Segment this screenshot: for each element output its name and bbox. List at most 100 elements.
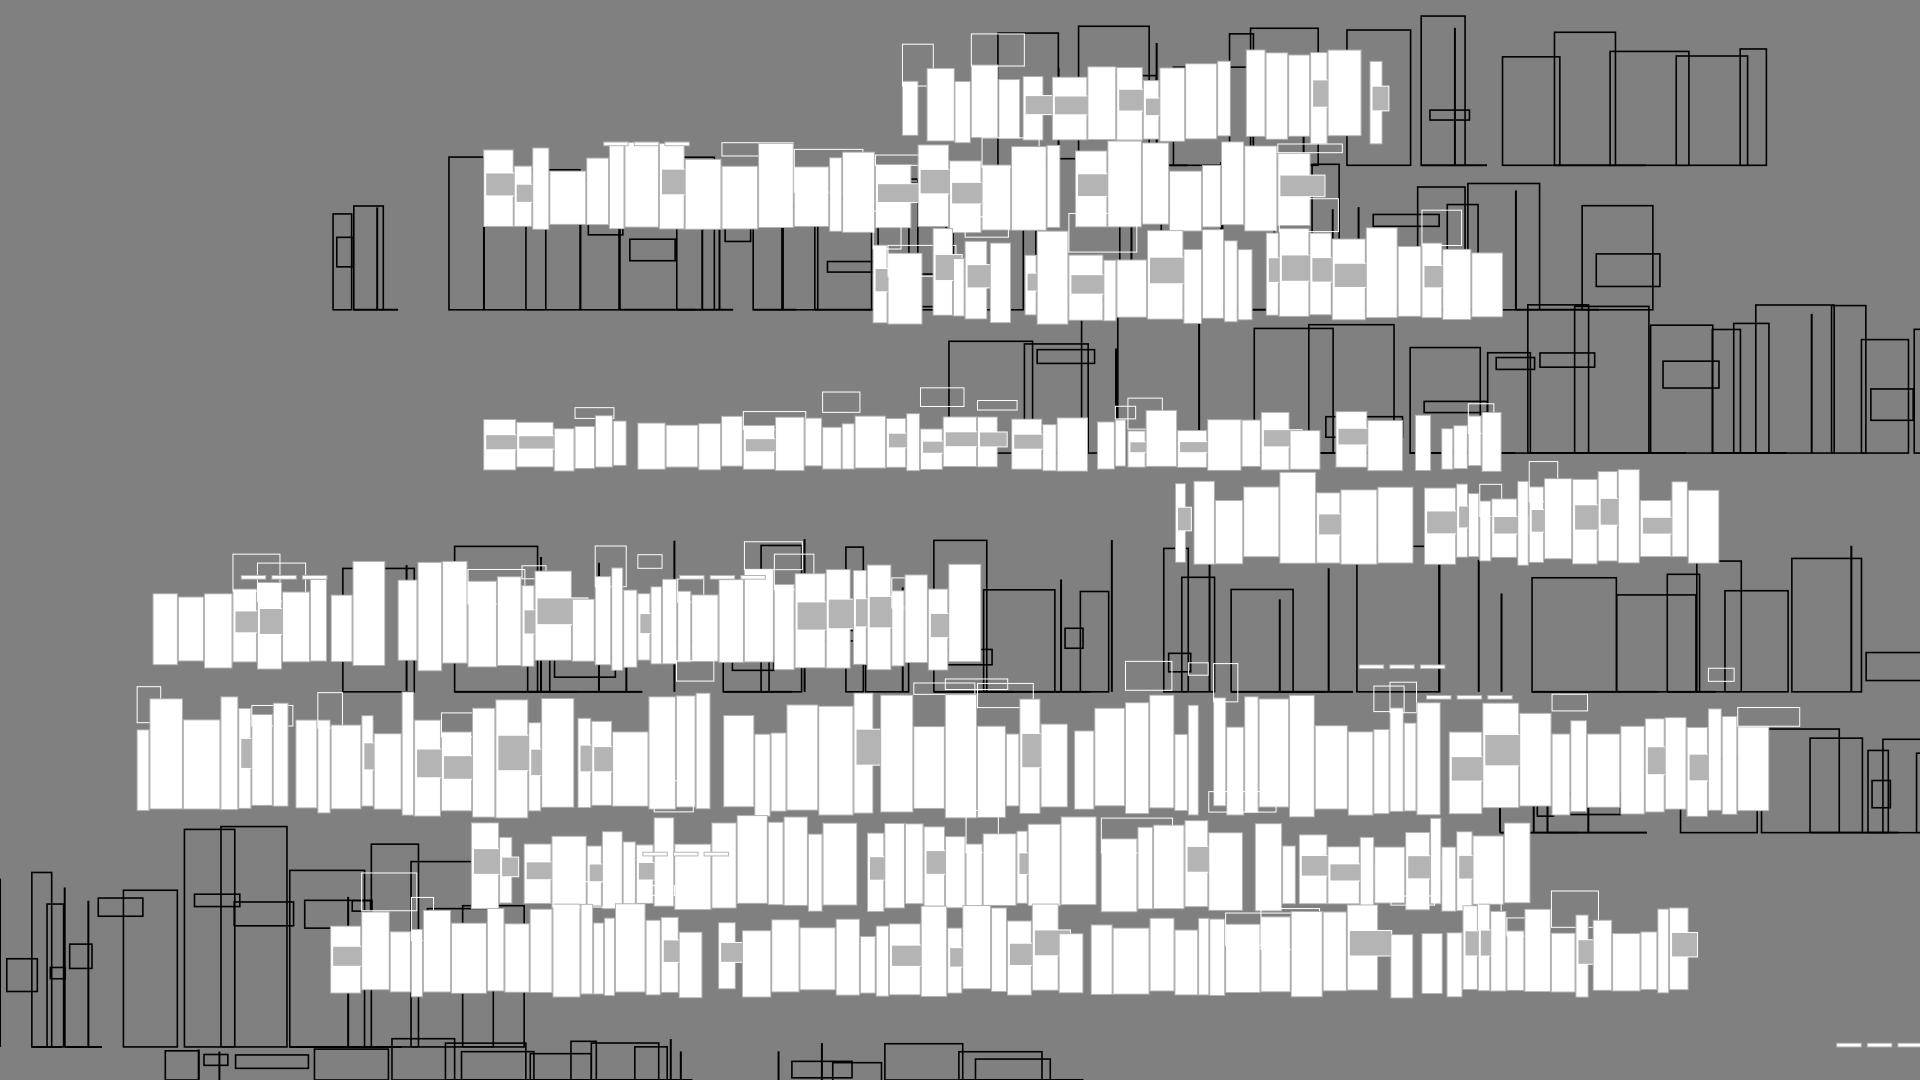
white-bar [373,733,402,810]
white-bar [1174,733,1188,812]
white-bar [1116,259,1148,318]
white-bar [417,561,443,672]
white-bar [1040,723,1068,808]
white-bar [1103,259,1117,322]
white-bar [1327,49,1362,137]
faint-outline [773,553,815,591]
white-bar [623,589,638,668]
faint-outline [574,407,615,419]
white-bar [793,166,830,227]
white-bar [1107,140,1142,228]
white-bar [818,705,854,816]
white-bar [1664,717,1687,810]
white-bar [1149,917,1175,992]
white-bar [944,694,978,819]
white-bar [1617,469,1640,564]
outline-block [1870,388,1914,422]
white-bar [1519,712,1552,807]
white-bar [330,724,362,810]
white-bar [397,579,418,661]
white-bar [822,426,842,470]
white-bar [220,696,239,811]
outline-block [1711,328,1742,454]
outline-block [633,1046,668,1080]
white-bar [835,918,860,996]
dash-mark [1836,1042,1862,1048]
white-bar [1183,248,1203,324]
white-bar [1421,933,1443,994]
white-bar [637,422,666,470]
white-bar [1671,481,1688,558]
white-bar [1721,715,1738,815]
faint-outline [552,881,608,908]
white-bar [1112,927,1150,995]
outline-block [1573,305,1650,454]
outline-block [1423,400,1489,414]
faint-outline [1208,791,1277,813]
white-bar [1265,52,1289,140]
white-bar [1442,248,1472,321]
white-bar [1468,493,1480,558]
white-bar [177,596,204,662]
white-bar [721,415,743,467]
white-bar [1027,823,1061,907]
white-bar [1403,722,1417,812]
dash-mark [679,575,705,580]
white-bar [182,719,221,810]
white-bar [1472,835,1504,905]
white-bar [891,590,905,667]
white-bar [1279,471,1317,564]
white-bar [854,415,886,469]
outline-block [1913,328,1920,454]
outline-block [1760,728,1841,834]
white-bar [1687,489,1720,564]
white-bar [901,80,919,136]
inset-block [855,728,883,766]
outline-block [353,205,385,311]
white-bar [624,141,660,228]
white-bar [698,423,722,471]
white-bar [695,692,711,810]
outline-block [1064,627,1084,650]
outline-block [982,589,1056,693]
white-bar [1322,911,1347,992]
white-bar [1060,816,1097,906]
white-bar [1503,822,1531,904]
white-bar [532,147,550,230]
white-bar [486,907,505,992]
white-bar [691,594,719,662]
white-bar [272,702,289,807]
outline-block [444,1042,527,1080]
white-bar [841,423,855,470]
dash-mark [709,575,736,580]
outline-block [1356,545,1441,693]
white-bar [1074,730,1095,810]
white-bar [549,170,587,225]
outline-block [1739,48,1768,167]
outline-block [1180,576,1216,693]
faint-outline [977,682,1034,709]
white-bar [887,252,923,325]
outline-block [1420,15,1466,167]
white-bar [1453,425,1468,470]
faint-outline [1187,662,1209,676]
white-bar [571,598,595,662]
white-bar [1282,845,1296,905]
white-bar [998,79,1021,139]
white-bar [1223,240,1238,323]
outline-block [1581,204,1654,311]
white-bar [1471,252,1504,318]
dash-mark [740,575,766,580]
white-bar [467,580,497,668]
white-bar [1260,916,1291,993]
white-bar [1441,428,1454,470]
white-bar [1258,698,1290,808]
white-bar [1145,409,1178,467]
white-bar [251,714,273,806]
white-bar [1124,702,1150,815]
white-bar [1159,67,1186,142]
white-bar [1707,708,1722,811]
white-bar [1314,725,1348,810]
white-bar [1551,733,1571,816]
outline-block [529,1052,592,1080]
